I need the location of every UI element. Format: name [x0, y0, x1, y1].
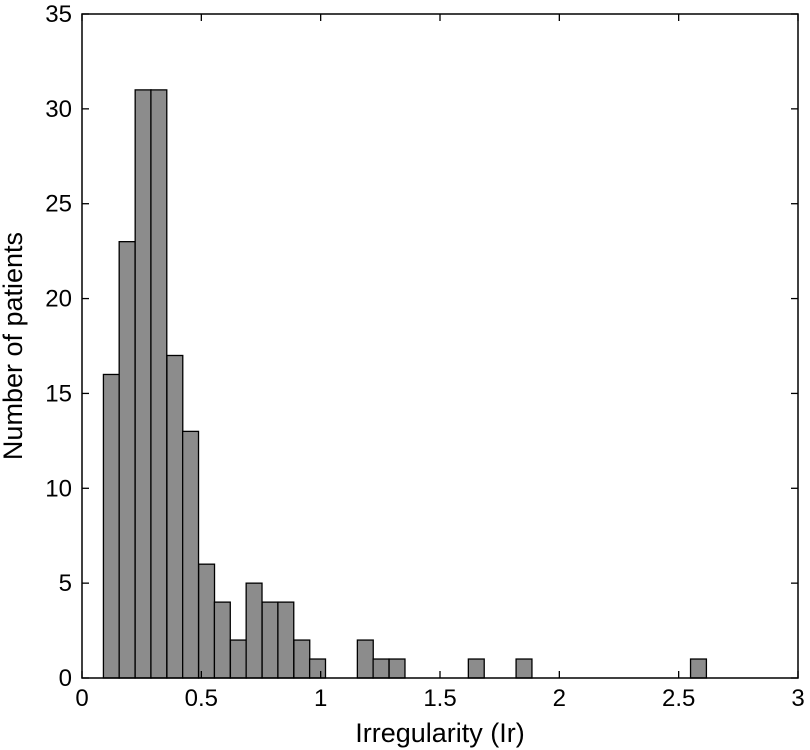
x-tick-label: 2: [553, 685, 566, 712]
histogram-bar: [689, 658, 708, 679]
x-tick-label: 3: [791, 685, 804, 712]
histogram-bar: [277, 601, 295, 679]
histogram-bar: [118, 241, 136, 679]
histogram-bar: [372, 658, 390, 679]
histogram-bar: [261, 601, 279, 679]
histogram-bar: [134, 89, 152, 679]
histogram-bar: [213, 601, 231, 679]
y-tick-label: 20: [45, 286, 72, 313]
histogram-bar: [166, 354, 184, 679]
x-axis-label: Irregularity (Ir): [355, 718, 525, 748]
histogram-bar: [150, 89, 168, 679]
x-tick-label: 0.5: [185, 685, 218, 712]
histogram-bar: [182, 430, 200, 679]
histogram-bar: [515, 658, 533, 679]
y-tick-label: 30: [45, 96, 72, 123]
histogram-bar: [467, 658, 485, 679]
y-tick-label: 10: [45, 475, 72, 502]
x-tick-label: 1: [314, 685, 327, 712]
histogram-bar: [102, 373, 120, 679]
y-tick-label: 35: [45, 1, 72, 28]
histogram-bar: [308, 658, 327, 679]
histogram-bar: [293, 639, 311, 679]
histogram-bar: [245, 582, 263, 679]
y-tick-label: 5: [59, 570, 72, 597]
bars-group: [102, 89, 708, 679]
histogram-bar: [356, 639, 374, 679]
x-axis-ticks: 0 0.5 1 1.5 2 2.5 3: [75, 14, 805, 712]
y-tick-label: 0: [59, 665, 72, 692]
histogram-bar: [197, 563, 216, 679]
x-tick-label: 1.5: [423, 685, 456, 712]
x-tick-label: 2.5: [662, 685, 695, 712]
y-axis-label: Number of patients: [0, 232, 28, 460]
histogram-bar: [388, 658, 406, 679]
y-axis-ticks: 0 5 10 15 20 25 30 35: [45, 1, 798, 692]
y-tick-label: 25: [45, 191, 72, 218]
y-tick-label: 15: [45, 380, 72, 407]
histogram-bar: [229, 639, 247, 679]
x-tick-label: 0: [75, 685, 88, 712]
